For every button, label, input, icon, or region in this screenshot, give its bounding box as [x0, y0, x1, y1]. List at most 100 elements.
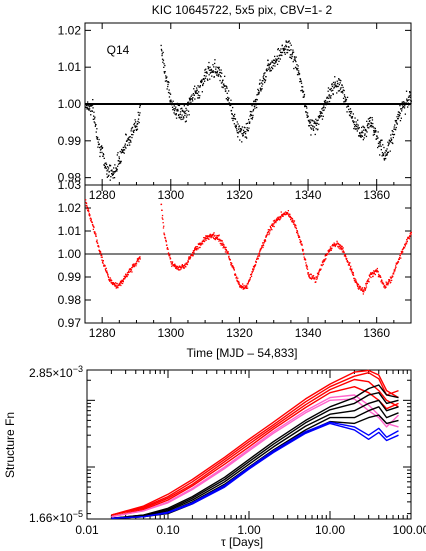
data-point: [377, 146, 379, 149]
data-point: [245, 286, 247, 288]
structure-fn-series-line: [111, 372, 399, 516]
data-point: [340, 91, 343, 93]
data-point: [353, 127, 355, 130]
data-point: [379, 144, 381, 146]
data-point: [338, 245, 341, 247]
data-point: [273, 59, 275, 61]
data-point: [252, 265, 255, 268]
data-point: [236, 276, 238, 278]
data-point: [363, 291, 365, 293]
data-point: [220, 76, 222, 78]
data-point: [306, 116, 308, 118]
data-point: [102, 153, 104, 155]
data-point: [320, 115, 323, 117]
data-point: [329, 249, 331, 251]
data-point: [328, 100, 331, 103]
data-point: [85, 199, 87, 201]
data-point: [164, 80, 167, 82]
data-point: [405, 90, 408, 92]
data-point: [230, 99, 232, 101]
data-point: [187, 104, 189, 106]
data-point: [105, 162, 107, 164]
data-point: [131, 126, 134, 129]
data-point: [339, 82, 341, 84]
data-point: [376, 135, 378, 137]
data-point: [407, 99, 409, 101]
data-point: [196, 92, 199, 94]
data-point: [355, 279, 357, 281]
data-point: [208, 69, 211, 71]
data-point: [104, 264, 106, 267]
data-point: [391, 130, 393, 132]
data-point: [240, 128, 243, 130]
data-point: [360, 132, 362, 134]
data-point: [269, 68, 271, 70]
data-point: [338, 84, 340, 86]
data-point: [138, 114, 141, 116]
data-point: [376, 271, 378, 273]
data-point: [365, 130, 367, 132]
data-point: [125, 147, 127, 149]
data-point: [364, 133, 366, 135]
data-point: [400, 108, 402, 110]
data-point: [286, 49, 288, 51]
data-point: [282, 214, 284, 216]
data-point: [210, 69, 212, 71]
data-point: [269, 63, 271, 65]
data-point: [197, 94, 199, 96]
data-point: [395, 265, 397, 267]
data-point: [231, 113, 233, 115]
data-point: [324, 258, 326, 260]
data-point: [351, 117, 353, 119]
data-point: [244, 136, 246, 138]
data-point: [123, 152, 125, 154]
data-point: [289, 42, 291, 44]
data-point: [409, 91, 411, 93]
data-point: [320, 112, 322, 114]
data-point: [210, 71, 212, 74]
data-point: [369, 275, 371, 277]
data-point: [338, 243, 340, 245]
data-point: [336, 240, 338, 242]
data-point: [300, 80, 302, 82]
data-point: [261, 88, 263, 90]
data-point: [219, 71, 221, 74]
data-point: [337, 246, 339, 248]
data-point: [223, 84, 225, 87]
data-point: [166, 81, 169, 83]
data-point: [259, 79, 261, 81]
data-point: [232, 106, 234, 109]
data-point: [267, 63, 269, 65]
data-point: [396, 263, 398, 265]
data-point: [118, 157, 120, 160]
data-point: [278, 217, 280, 220]
data-point: [275, 220, 277, 222]
data-point: [163, 72, 166, 74]
data-point: [202, 243, 204, 245]
data-point: [176, 109, 178, 111]
data-point: [209, 78, 211, 80]
data-point: [358, 288, 360, 290]
data-point: [200, 244, 202, 246]
data-point: [399, 257, 401, 259]
data-point: [268, 232, 271, 234]
data-point: [292, 219, 294, 221]
data-point: [378, 145, 380, 147]
data-point: [371, 271, 374, 274]
data-point: [252, 269, 254, 271]
data-point: [95, 235, 97, 237]
data-point: [192, 250, 195, 252]
data-point: [367, 122, 369, 125]
data-point: [241, 133, 243, 135]
data-point: [410, 232, 412, 235]
data-point: [314, 278, 316, 280]
data-point: [306, 107, 308, 109]
data-point: [266, 234, 268, 236]
data-point: [224, 246, 226, 248]
data-point: [316, 277, 318, 279]
data-point: [199, 243, 201, 246]
data-point: [373, 127, 375, 129]
data-point: [119, 162, 122, 164]
data-point: [174, 266, 177, 268]
data-point: [203, 237, 205, 239]
